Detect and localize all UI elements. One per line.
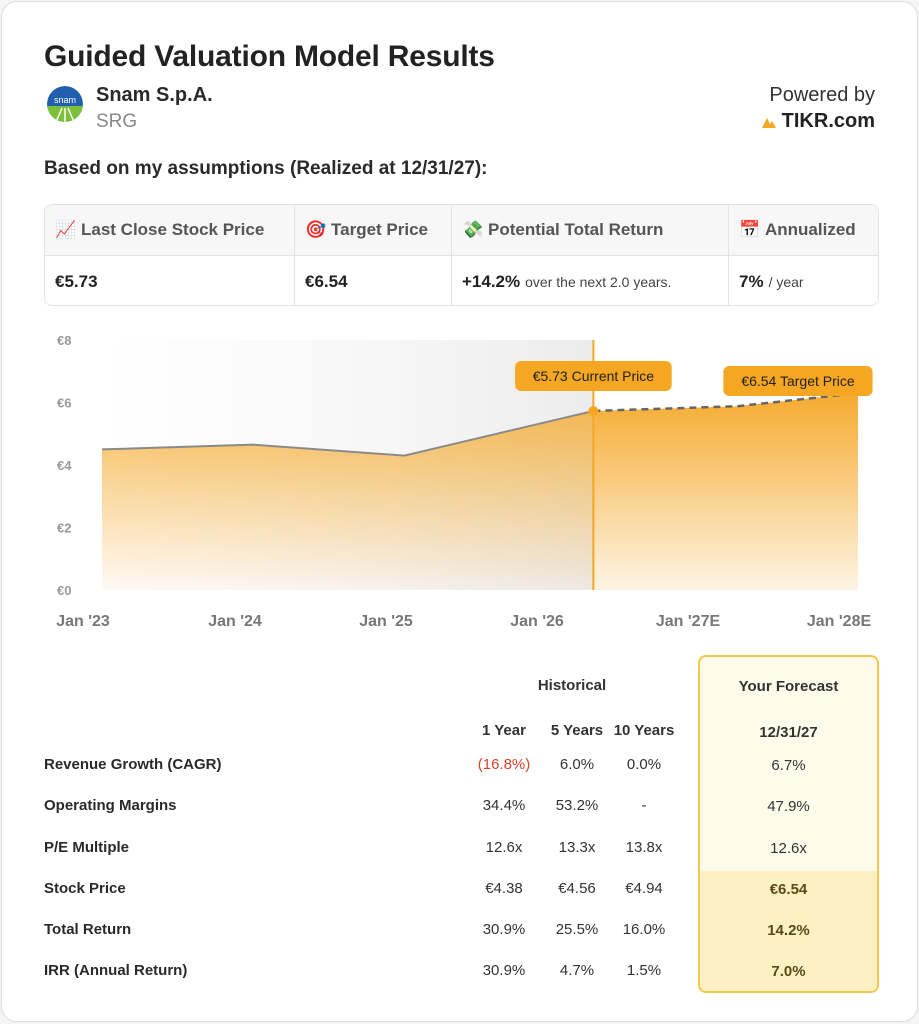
price-chart-svg: €5.73 Current Price €6.54 Target Price €0 €… <box>56 333 873 630</box>
company-name: Snam S.p.A. <box>96 84 213 106</box>
row-label: IRR (Annual Return) <box>44 962 188 979</box>
brand-name: TIKR.com <box>781 110 875 132</box>
current-price-dot <box>588 405 599 416</box>
table-cell: €4.38 <box>485 880 523 897</box>
x-tick-label: Jan '28E <box>807 613 872 630</box>
row-label: Revenue Growth (CAGR) <box>44 756 222 773</box>
metric-header-last-close: 📈 Last Close Stock Price <box>45 205 295 256</box>
metric-header-return: 💸 Potential Total Return <box>452 205 729 256</box>
table-cell: (16.8%) <box>477 756 531 773</box>
forecast-highlight <box>700 871 877 991</box>
logo-text: snam <box>54 95 76 105</box>
metric-value-annualized: 7% / year <box>739 271 804 291</box>
powered-by-label: Powered by <box>769 84 875 106</box>
col-header-1y: 1 Year <box>482 722 526 739</box>
metric-header-annualized: 📅 Annualized <box>729 205 878 256</box>
table-cell: €4.56 <box>558 880 596 897</box>
y-tick-label: €0 <box>57 583 71 598</box>
forecast-area <box>593 393 858 590</box>
historical-header: Historical <box>537 677 607 694</box>
metric-value-last-close: €5.73 <box>45 256 295 305</box>
money-icon: 💸 <box>462 220 484 239</box>
col-header-5y: 5 Years <box>550 722 604 739</box>
table-cell: 6.0% <box>559 756 595 773</box>
price-chart: €5.73 Current Price €6.54 Target Price €0 €… <box>2 322 919 642</box>
table-cell: 12.6x <box>485 839 523 856</box>
chart-up-icon: 📈 <box>55 220 77 239</box>
svg-text:€5.73 Current Price: €5.73 Current Price <box>533 368 655 384</box>
current-price-label: €5.73 Current Price <box>515 361 672 391</box>
x-tick-label: Jan '27E <box>656 613 721 630</box>
forecast-cell: 7.0% <box>771 963 806 980</box>
table-cell: 1.5% <box>626 962 662 979</box>
ticker-symbol: SRG <box>96 111 138 132</box>
svg-text:€6.54 Target Price: €6.54 Target Price <box>741 373 855 389</box>
y-tick-label: €4 <box>57 458 72 473</box>
row-label: Operating Margins <box>44 797 177 814</box>
forecast-column-box <box>698 655 879 993</box>
metric-value-target: €6.54 <box>295 256 452 305</box>
table-cell: 34.4% <box>482 797 526 814</box>
y-tick-label: €6 <box>57 396 71 411</box>
table-cell: 25.5% <box>555 921 599 938</box>
table-cell: - <box>641 797 647 814</box>
forecast-cell: €6.54 <box>769 881 808 898</box>
metric-header-target: 🎯 Target Price <box>295 205 452 256</box>
metric-value-return: +14.2% over the next 2.0 years. <box>452 256 729 305</box>
y-tick-label: €8 <box>57 333 71 348</box>
table-cell: 30.9% <box>482 962 526 979</box>
forecast-header: Your Forecast <box>738 678 839 695</box>
table-cell: 53.2% <box>555 797 599 814</box>
valuation-table: Historical Your Forecast 1 Year 5 Years … <box>2 652 919 1002</box>
x-tick-label: Jan '23 <box>56 613 110 630</box>
historical-line <box>101 409 594 457</box>
row-label: Stock Price <box>44 880 126 897</box>
table-cell: 13.3x <box>558 839 596 856</box>
tikr-logo-icon <box>761 117 776 128</box>
company-logo: snam <box>47 86 83 122</box>
table-cell: 13.8x <box>625 839 663 856</box>
forecast-cell: 47.9% <box>767 798 810 815</box>
row-label: P/E Multiple <box>44 839 130 856</box>
table-cell: 16.0% <box>622 921 666 938</box>
row-label: Total Return <box>44 921 132 938</box>
forecast-cell: 6.7% <box>771 757 806 774</box>
page-title: Guided Valuation Model Results <box>44 40 495 73</box>
target-price-label: €6.54 Target Price <box>723 366 873 396</box>
table-cell: 30.9% <box>482 921 526 938</box>
metrics-table: 📈 Last Close Stock Price 🎯 Target Price 💸 P… <box>44 204 879 306</box>
forecast-cell: 14.2% <box>767 922 810 939</box>
brand-link[interactable]: TIKR.com <box>761 110 875 133</box>
table-cell: €4.94 <box>625 880 663 897</box>
calendar-icon: 📅 <box>739 220 761 239</box>
x-tick-label: Jan '26 <box>510 613 564 630</box>
assumptions-heading: Based on my assumptions (Realized at 12/… <box>44 158 488 179</box>
forecast-cell: 12.6x <box>770 840 807 857</box>
table-cell: 0.0% <box>626 756 662 773</box>
target-icon: 🎯 <box>305 220 327 239</box>
forecast-date-header: 12/31/27 <box>759 724 818 741</box>
x-tick-label: Jan '25 <box>359 613 413 630</box>
historical-area <box>102 410 594 590</box>
col-header-10y: 10 Years <box>613 722 675 739</box>
x-tick-label: Jan '24 <box>208 613 262 630</box>
y-tick-label: €2 <box>57 521 71 536</box>
table-cell: 4.7% <box>559 962 595 979</box>
